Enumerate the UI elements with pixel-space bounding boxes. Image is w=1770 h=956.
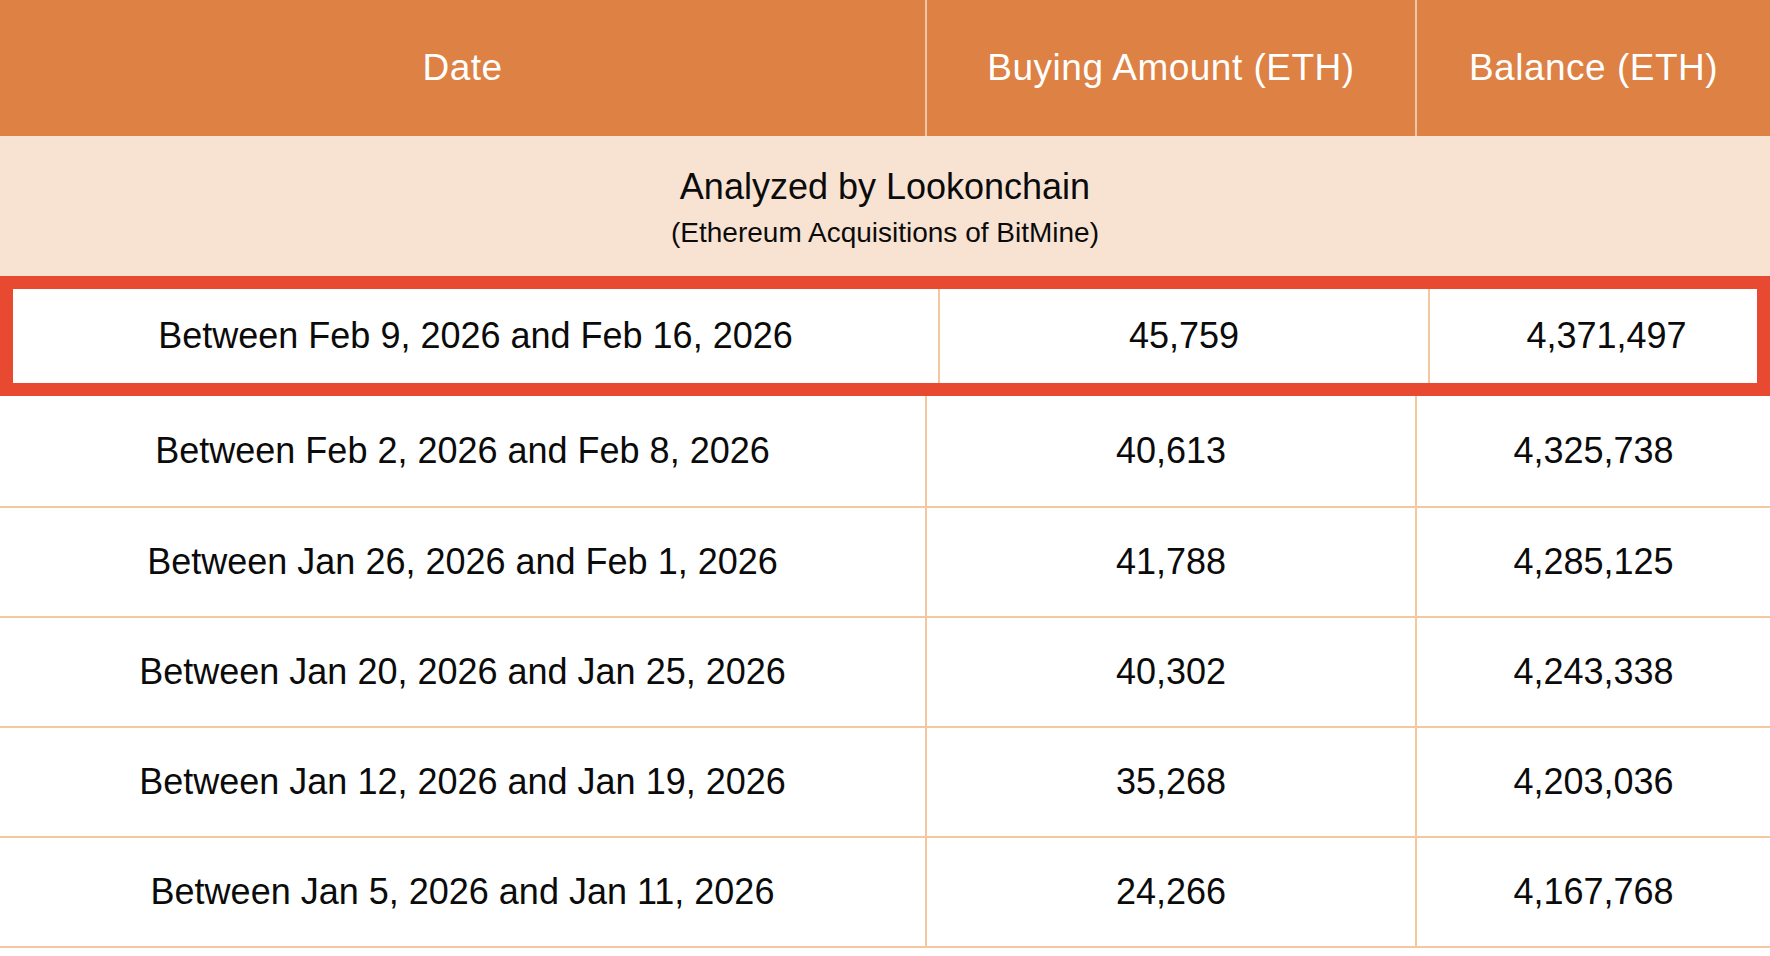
buying-amount-cell: 40,613 xyxy=(925,396,1415,506)
balance-cell: 4,203,036 xyxy=(1415,728,1770,836)
date-cell: Between Jan 12, 2026 and Jan 19, 2026 xyxy=(0,728,925,836)
buying-amount-cell: 35,268 xyxy=(925,728,1415,836)
buying-amount-cell: 40,302 xyxy=(925,618,1415,726)
date-cell xyxy=(0,948,925,956)
table-row: Between Jan 20, 2026 and Jan 25, 2026 40… xyxy=(0,616,1770,726)
banner-subtitle: (Ethereum Acquisitions of BitMine) xyxy=(671,217,1099,249)
balance-cell: 4,371,497 xyxy=(1428,289,1770,383)
balance-cell: 4,167,768 xyxy=(1415,838,1770,946)
date-cell: Between Feb 2, 2026 and Feb 8, 2026 xyxy=(0,396,925,506)
date-cell: Between Jan 20, 2026 and Jan 25, 2026 xyxy=(0,618,925,726)
buying-amount-cell: 24,266 xyxy=(925,838,1415,946)
banner-title: Analyzed by Lookonchain xyxy=(680,164,1090,209)
balance-cell: 4,243,338 xyxy=(1415,618,1770,726)
balance-cell: 4,325,738 xyxy=(1415,396,1770,506)
table-row-partial xyxy=(0,946,1770,956)
date-cell: Between Jan 26, 2026 and Feb 1, 2026 xyxy=(0,508,925,616)
table-row: Between Jan 12, 2026 and Jan 19, 2026 35… xyxy=(0,726,1770,836)
table-row: Between Jan 5, 2026 and Jan 11, 2026 24,… xyxy=(0,836,1770,946)
date-cell: Between Feb 9, 2026 and Feb 16, 2026 xyxy=(13,289,938,383)
buying-amount-cell xyxy=(925,948,1415,956)
column-header-buying-amount: Buying Amount (ETH) xyxy=(925,0,1415,136)
buying-amount-cell: 41,788 xyxy=(925,508,1415,616)
table-header-row: Date Buying Amount (ETH) Balance (ETH) xyxy=(0,0,1770,136)
table-row: Between Feb 2, 2026 and Feb 8, 2026 40,6… xyxy=(0,396,1770,506)
balance-cell xyxy=(1415,948,1770,956)
banner: Analyzed by Lookonchain (Ethereum Acquis… xyxy=(0,136,1770,276)
column-header-balance: Balance (ETH) xyxy=(1415,0,1770,136)
highlight-box: Between Feb 9, 2026 and Feb 16, 2026 45,… xyxy=(0,276,1770,396)
acquisitions-table: Date Buying Amount (ETH) Balance (ETH) A… xyxy=(0,0,1770,956)
date-cell: Between Jan 5, 2026 and Jan 11, 2026 xyxy=(0,838,925,946)
buying-amount-cell: 45,759 xyxy=(938,289,1428,383)
table-row: Between Feb 9, 2026 and Feb 16, 2026 45,… xyxy=(13,289,1757,383)
column-header-date: Date xyxy=(0,0,925,136)
balance-cell: 4,285,125 xyxy=(1415,508,1770,616)
table-row: Between Jan 26, 2026 and Feb 1, 2026 41,… xyxy=(0,506,1770,616)
